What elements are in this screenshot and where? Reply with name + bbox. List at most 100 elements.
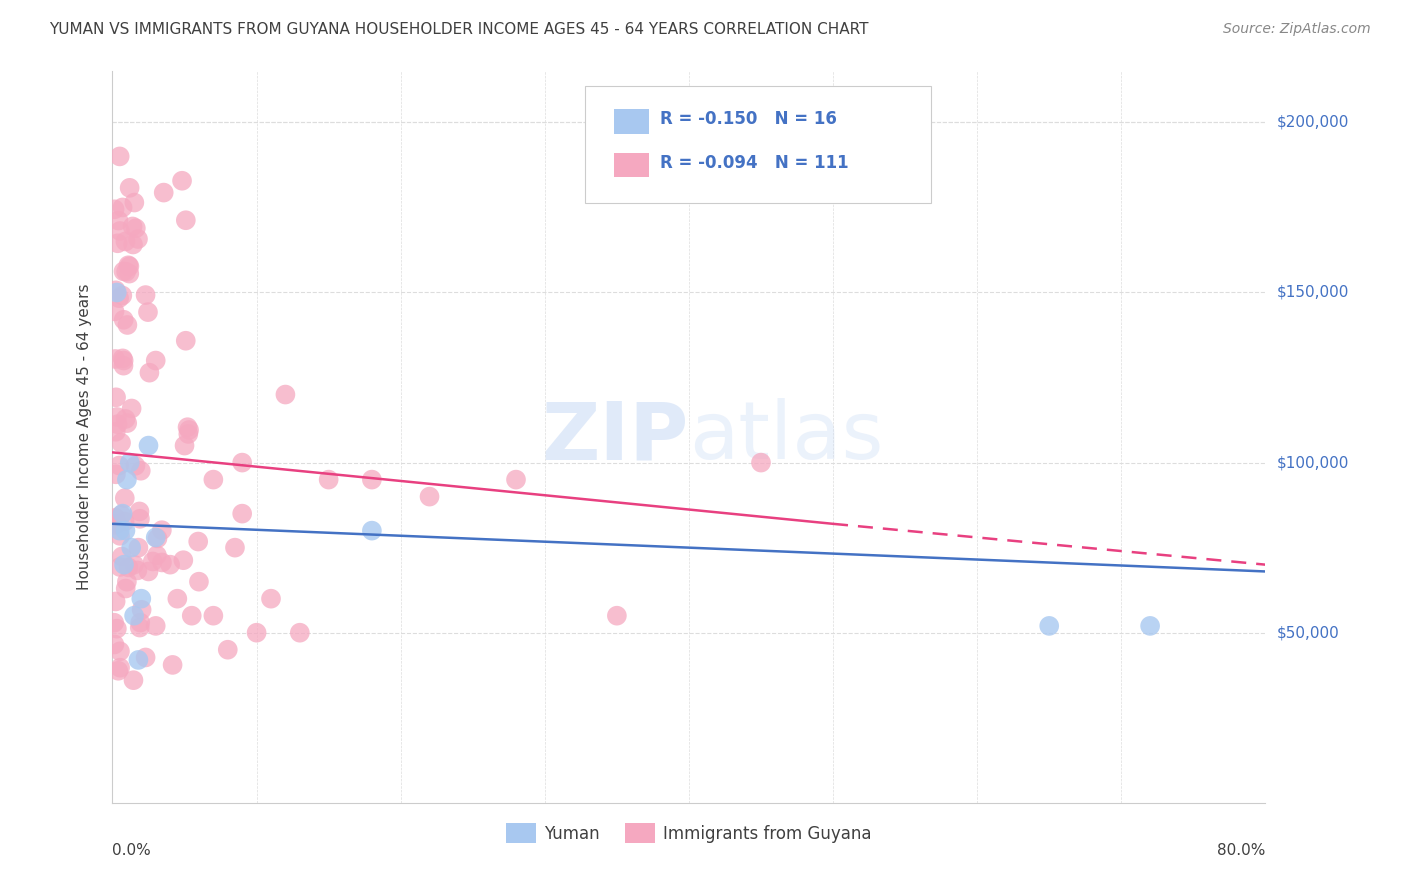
Point	[114, 235, 136, 249]
Point	[122, 558, 145, 572]
Point	[170, 174, 193, 188]
Point	[117, 560, 139, 574]
Point	[112, 264, 135, 278]
Point	[231, 507, 253, 521]
Point	[150, 556, 173, 570]
Point	[145, 531, 167, 545]
Point	[103, 615, 125, 630]
Point	[108, 529, 131, 543]
Point	[180, 608, 202, 623]
Point	[122, 673, 145, 688]
Point	[103, 304, 125, 318]
Point	[120, 541, 142, 555]
Point	[127, 541, 149, 555]
Point	[177, 426, 200, 441]
Point	[173, 439, 195, 453]
Point	[108, 224, 131, 238]
Point	[105, 516, 128, 531]
Point	[138, 439, 160, 453]
Point	[111, 351, 134, 366]
Point	[103, 637, 125, 651]
Point	[104, 594, 127, 608]
Point	[103, 202, 125, 217]
Point	[217, 642, 239, 657]
Point	[138, 366, 160, 380]
Point	[188, 574, 211, 589]
Point	[260, 591, 283, 606]
Point	[107, 664, 129, 678]
Point	[166, 591, 188, 606]
Point	[129, 464, 152, 478]
Point	[111, 288, 134, 302]
Point	[162, 657, 184, 672]
Point	[146, 548, 169, 562]
Point	[110, 508, 132, 522]
Text: 0.0%: 0.0%	[112, 843, 152, 858]
Point	[108, 560, 131, 574]
Point	[124, 458, 146, 473]
Point	[187, 534, 209, 549]
Point	[118, 181, 141, 195]
Point	[104, 518, 127, 533]
Point	[128, 504, 150, 518]
Point	[108, 644, 131, 658]
Point	[115, 574, 138, 589]
Point	[108, 524, 131, 538]
Legend: Yuman, Immigrants from Guyana: Yuman, Immigrants from Guyana	[499, 817, 879, 849]
Text: $200,000: $200,000	[1277, 115, 1348, 130]
Text: 80.0%: 80.0%	[1218, 843, 1265, 858]
Point	[174, 334, 197, 348]
Point	[114, 412, 136, 426]
Point	[360, 524, 382, 538]
Point	[274, 387, 297, 401]
Point	[142, 554, 165, 568]
Point	[108, 458, 131, 473]
Point	[110, 435, 132, 450]
Point	[172, 553, 194, 567]
Point	[112, 312, 135, 326]
Point	[121, 401, 143, 416]
Point	[107, 236, 129, 251]
Point	[111, 201, 134, 215]
Point	[118, 260, 141, 274]
Point	[749, 456, 772, 470]
Point	[118, 267, 141, 281]
Text: ZIP: ZIP	[541, 398, 689, 476]
Point	[505, 473, 527, 487]
Point	[108, 149, 131, 163]
Point	[246, 625, 269, 640]
Point	[202, 473, 225, 487]
Text: R = -0.150   N = 16: R = -0.150 N = 16	[661, 110, 837, 128]
FancyBboxPatch shape	[614, 110, 648, 134]
Point	[118, 456, 141, 470]
Point	[122, 608, 145, 623]
Point	[122, 237, 145, 252]
Y-axis label: Householder Income Ages 45 - 64 years: Householder Income Ages 45 - 64 years	[77, 284, 91, 591]
Point	[150, 523, 173, 537]
Point	[111, 507, 134, 521]
Point	[121, 219, 143, 234]
Point	[114, 524, 136, 538]
Point	[104, 283, 127, 297]
Point	[145, 619, 167, 633]
FancyBboxPatch shape	[614, 153, 648, 178]
Point	[131, 603, 153, 617]
Point	[117, 258, 139, 272]
Point	[606, 608, 628, 623]
Point	[127, 232, 149, 246]
Point	[318, 473, 340, 487]
Point	[105, 409, 128, 424]
Text: Source: ZipAtlas.com: Source: ZipAtlas.com	[1223, 22, 1371, 37]
Point	[128, 621, 150, 635]
Point	[288, 625, 311, 640]
Point	[174, 213, 197, 227]
Point	[104, 510, 127, 524]
Point	[129, 591, 153, 606]
Point	[135, 288, 157, 302]
Point	[177, 423, 200, 437]
Point	[108, 661, 131, 675]
Point	[114, 582, 136, 596]
Text: $100,000: $100,000	[1277, 455, 1348, 470]
Point	[176, 420, 198, 434]
Point	[138, 565, 160, 579]
